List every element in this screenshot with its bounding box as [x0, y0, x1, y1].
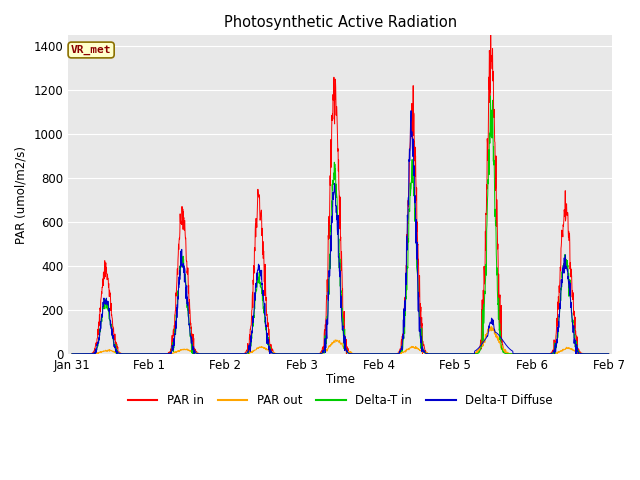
Delta-T in [605, 351, 612, 357]
Delta-T Diffuse [68, 351, 76, 357]
Delta-T in [486, 93, 494, 99]
Delta-T in [540, 351, 547, 357]
Delta-T in [549, 351, 557, 357]
PAR in [605, 351, 612, 357]
PAR in [605, 351, 612, 357]
Line: PAR in: PAR in [72, 21, 609, 354]
PAR out [93, 351, 100, 357]
PAR out [605, 351, 612, 357]
Legend: PAR in, PAR out, Delta-T in, Delta-T Diffuse: PAR in, PAR out, Delta-T in, Delta-T Dif… [123, 389, 557, 411]
Delta-T Diffuse [556, 314, 563, 320]
PAR out [471, 350, 479, 356]
Delta-T in [605, 351, 612, 357]
Line: Delta-T Diffuse: Delta-T Diffuse [72, 111, 609, 354]
PAR out [370, 351, 378, 357]
Delta-T Diffuse [605, 351, 612, 357]
Delta-T in [370, 351, 378, 357]
Delta-T Diffuse [91, 351, 99, 357]
PAR in [313, 351, 321, 357]
Delta-T Diffuse [407, 108, 415, 114]
Delta-T Diffuse [313, 351, 321, 357]
PAR in [471, 351, 479, 357]
PAR out [540, 351, 548, 357]
Line: Delta-T in: Delta-T in [72, 96, 609, 354]
Text: VR_met: VR_met [71, 45, 111, 55]
Delta-T in [471, 351, 479, 357]
PAR in [487, 18, 495, 24]
Line: PAR out: PAR out [72, 326, 609, 354]
PAR in [556, 289, 563, 295]
Delta-T Diffuse [605, 351, 612, 357]
X-axis label: Time: Time [326, 373, 355, 386]
Delta-T in [68, 351, 76, 357]
PAR out [488, 324, 495, 329]
PAR out [313, 351, 321, 357]
Y-axis label: PAR (umol/m2/s): PAR (umol/m2/s) [15, 145, 28, 243]
PAR in [68, 351, 76, 357]
PAR out [68, 351, 76, 357]
PAR out [605, 351, 612, 357]
Delta-T Diffuse [370, 351, 378, 357]
PAR out [556, 349, 563, 355]
PAR in [165, 351, 173, 357]
Delta-T in [313, 351, 321, 357]
PAR in [540, 351, 548, 357]
PAR in [370, 351, 378, 357]
Delta-T Diffuse [540, 351, 548, 357]
Delta-T Diffuse [472, 348, 479, 354]
Delta-T in [556, 313, 563, 319]
Title: Photosynthetic Active Radiation: Photosynthetic Active Radiation [224, 15, 457, 30]
